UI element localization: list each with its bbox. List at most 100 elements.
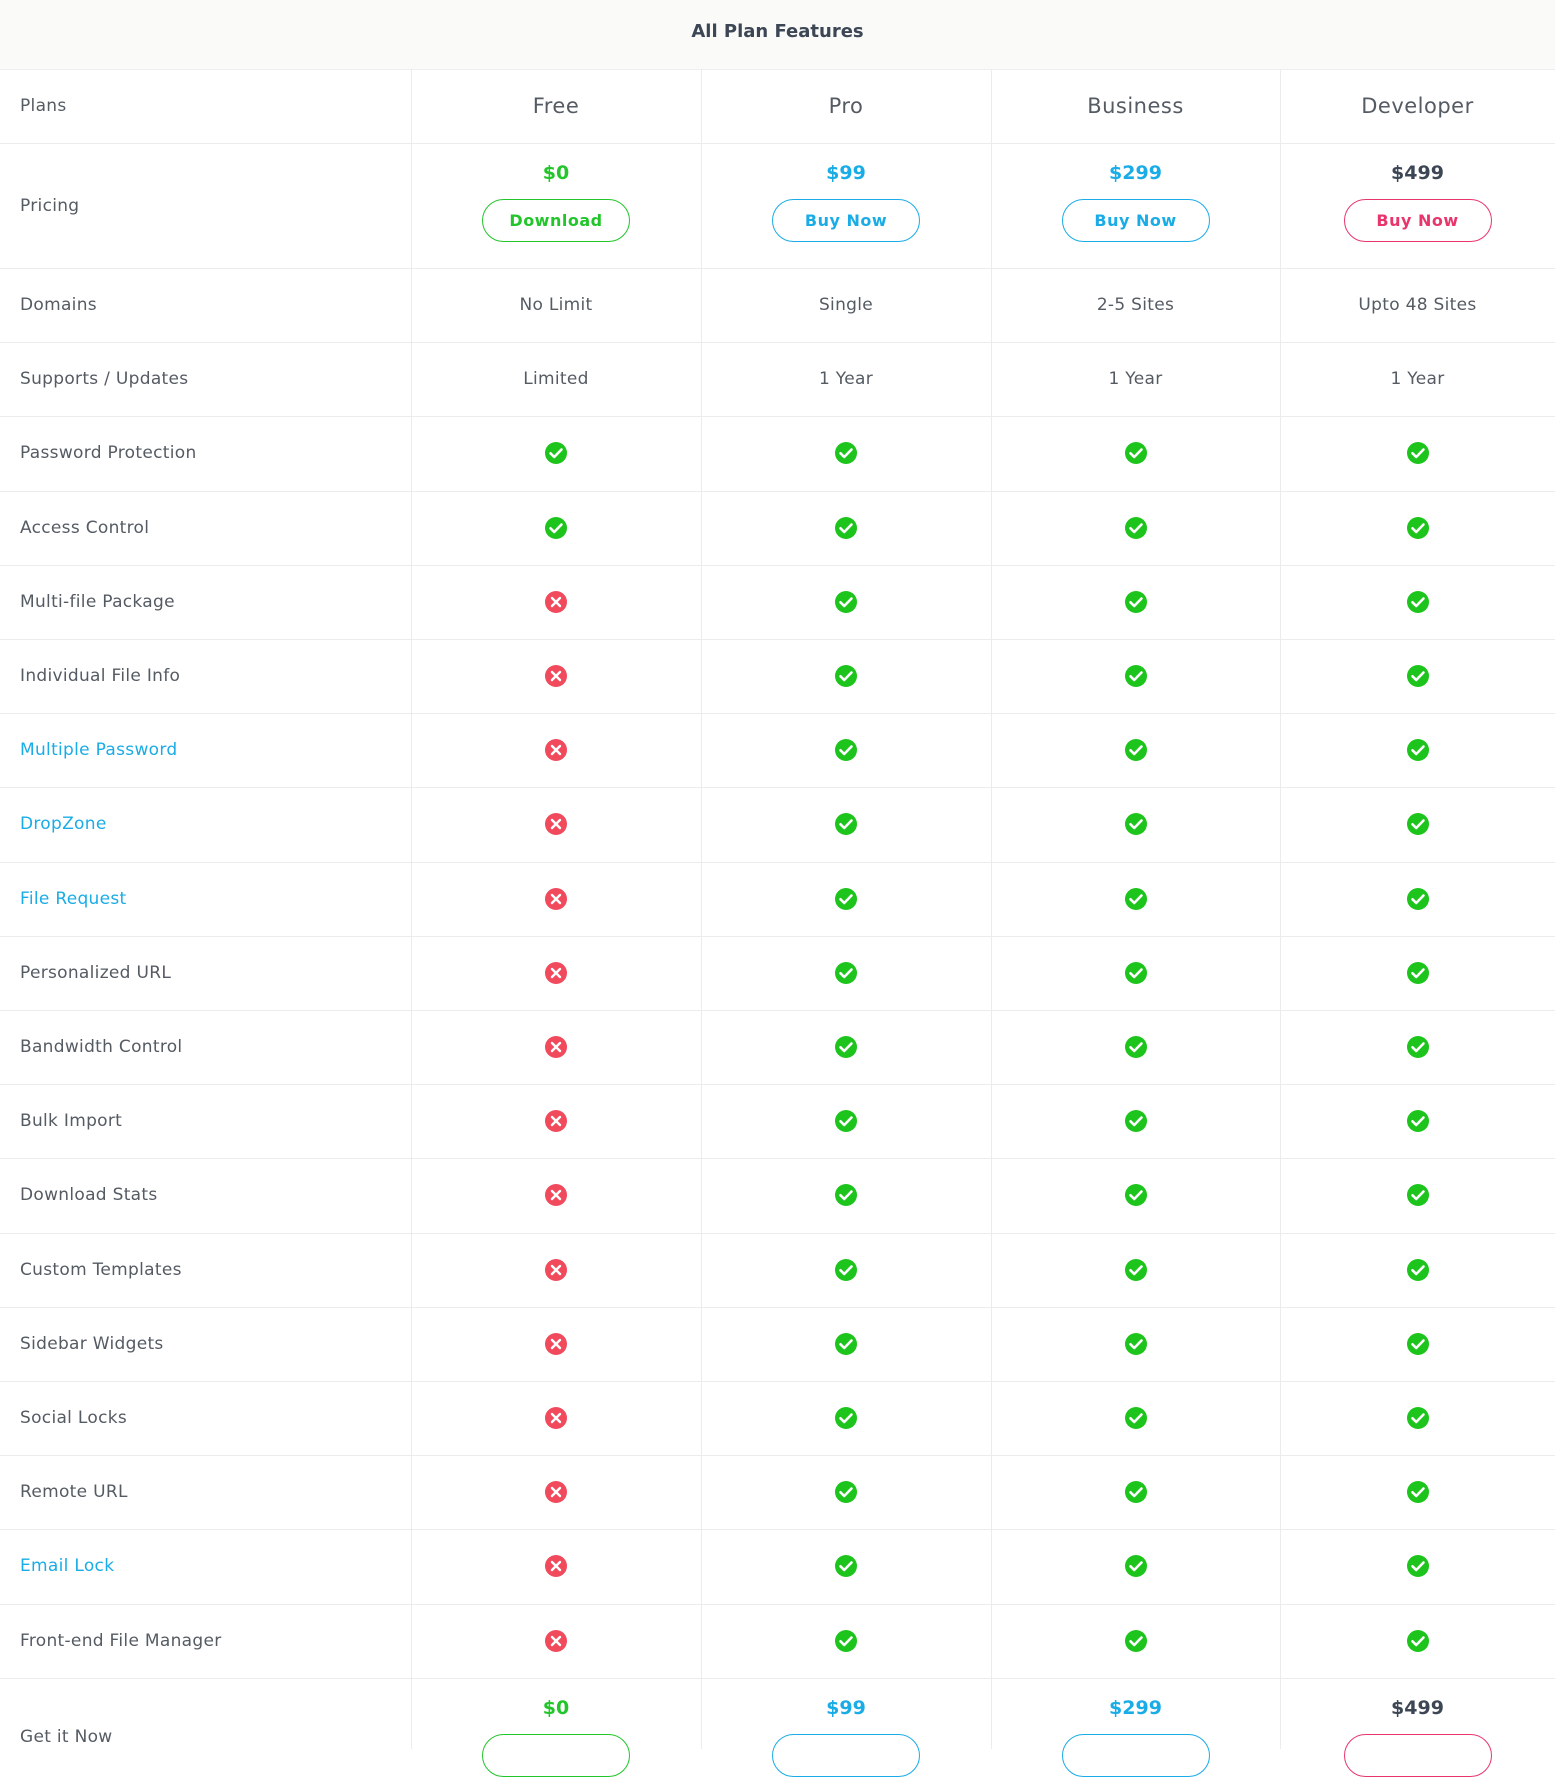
row-label: Supports / Updates <box>20 369 189 390</box>
cross-icon <box>411 1604 701 1678</box>
check-icon <box>701 862 991 936</box>
row-divider <box>0 1381 1555 1382</box>
feature-value: 1 Year <box>1108 369 1163 390</box>
row-label[interactable]: Email Lock <box>20 1556 115 1577</box>
feature-value: 2-5 Sites <box>1096 295 1175 315</box>
check-icon <box>991 936 1280 1010</box>
check-icon <box>1280 565 1555 639</box>
check-icon <box>1280 1381 1555 1455</box>
check-icon <box>991 416 1280 490</box>
check-icon <box>991 787 1280 861</box>
check-icon <box>701 1307 991 1381</box>
plan-price: $299 <box>1109 162 1162 184</box>
check-icon <box>991 565 1280 639</box>
check-icon <box>1280 1455 1555 1529</box>
check-icon <box>701 936 991 1010</box>
check-icon <box>701 1455 991 1529</box>
row-label[interactable]: DropZone <box>20 814 107 835</box>
plan-price: $499 <box>1391 162 1444 184</box>
plan-button[interactable]: Buy Now <box>1061 199 1210 242</box>
cross-icon <box>411 1010 701 1084</box>
row-label: Domains <box>20 295 97 315</box>
row-label: Plans <box>20 96 67 116</box>
check-icon <box>991 1307 1280 1381</box>
check-icon <box>1280 787 1555 861</box>
check-icon <box>1280 1529 1555 1603</box>
column-divider <box>701 69 702 1749</box>
check-icon <box>991 491 1280 565</box>
plan-button[interactable]: Buy Now <box>772 199 920 242</box>
cross-icon <box>411 1529 701 1603</box>
check-icon <box>1280 1084 1555 1158</box>
row-label: Sidebar Widgets <box>20 1333 164 1354</box>
check-icon <box>701 1158 991 1232</box>
row-label: Password Protection <box>20 443 197 464</box>
cross-icon <box>411 936 701 1010</box>
cross-icon <box>411 1455 701 1529</box>
row-divider <box>0 1604 1555 1605</box>
check-icon <box>991 1084 1280 1158</box>
plan-price: $0 <box>542 1697 570 1719</box>
check-icon <box>701 416 991 490</box>
row-divider <box>0 1307 1555 1308</box>
check-icon <box>991 1455 1280 1529</box>
row-label: Bulk Import <box>20 1111 123 1132</box>
plan-button[interactable]: Buy Now <box>1343 199 1492 242</box>
plan-price: $499 <box>1391 1697 1444 1719</box>
row-label: Front-end File Manager <box>20 1630 222 1651</box>
row-label[interactable]: File Request <box>20 888 127 909</box>
row-label: Social Locks <box>20 1408 128 1428</box>
check-icon <box>411 491 701 565</box>
plan-button-outline[interactable] <box>1343 1734 1492 1777</box>
row-label: Pricing <box>20 195 80 216</box>
row-label: Get it Now <box>20 1727 113 1747</box>
feature-value: Limited <box>523 369 589 390</box>
check-icon <box>701 1010 991 1084</box>
cross-icon <box>411 713 701 787</box>
cross-icon <box>411 1084 701 1158</box>
check-icon <box>701 1381 991 1455</box>
plan-price: $299 <box>1109 1697 1162 1719</box>
row-divider <box>0 713 1555 714</box>
column-divider <box>411 69 412 1749</box>
row-divider <box>0 1678 1555 1679</box>
check-icon <box>991 639 1280 713</box>
row-divider <box>0 1158 1555 1159</box>
check-icon <box>701 1084 991 1158</box>
plan-button-outline[interactable] <box>772 1734 920 1777</box>
row-divider <box>0 268 1555 269</box>
plan-button-outline[interactable] <box>1061 1734 1210 1777</box>
feature-value: Single <box>818 295 874 315</box>
check-icon <box>991 1381 1280 1455</box>
row-label: Access Control <box>20 517 150 538</box>
feature-value: Upto 48 Sites <box>1358 295 1477 315</box>
row-label: Personalized URL <box>20 962 172 983</box>
column-divider <box>991 69 992 1749</box>
check-icon <box>701 639 991 713</box>
row-divider <box>0 416 1555 417</box>
row-label: Remote URL <box>20 1482 128 1503</box>
check-icon <box>991 1604 1280 1678</box>
row-label: Individual File Info <box>20 666 181 686</box>
check-icon <box>701 713 991 787</box>
row-label: Custom Templates <box>20 1259 182 1280</box>
row-divider <box>0 1010 1555 1011</box>
plan-button[interactable]: Download <box>482 199 630 242</box>
check-icon <box>991 1529 1280 1603</box>
row-label[interactable]: Multiple Password <box>20 740 178 761</box>
row-divider <box>0 936 1555 937</box>
row-divider <box>0 1455 1555 1456</box>
table-title: All Plan Features <box>691 20 864 42</box>
check-icon <box>991 1010 1280 1084</box>
row-divider <box>0 342 1555 343</box>
feature-value: 1 Year <box>818 369 873 390</box>
check-icon <box>1280 1307 1555 1381</box>
row-divider <box>0 143 1555 144</box>
check-icon <box>991 1158 1280 1232</box>
check-icon <box>411 416 701 490</box>
plan-button-outline[interactable] <box>482 1734 630 1777</box>
check-icon <box>1280 491 1555 565</box>
cross-icon <box>411 1307 701 1381</box>
cross-icon <box>411 639 701 713</box>
